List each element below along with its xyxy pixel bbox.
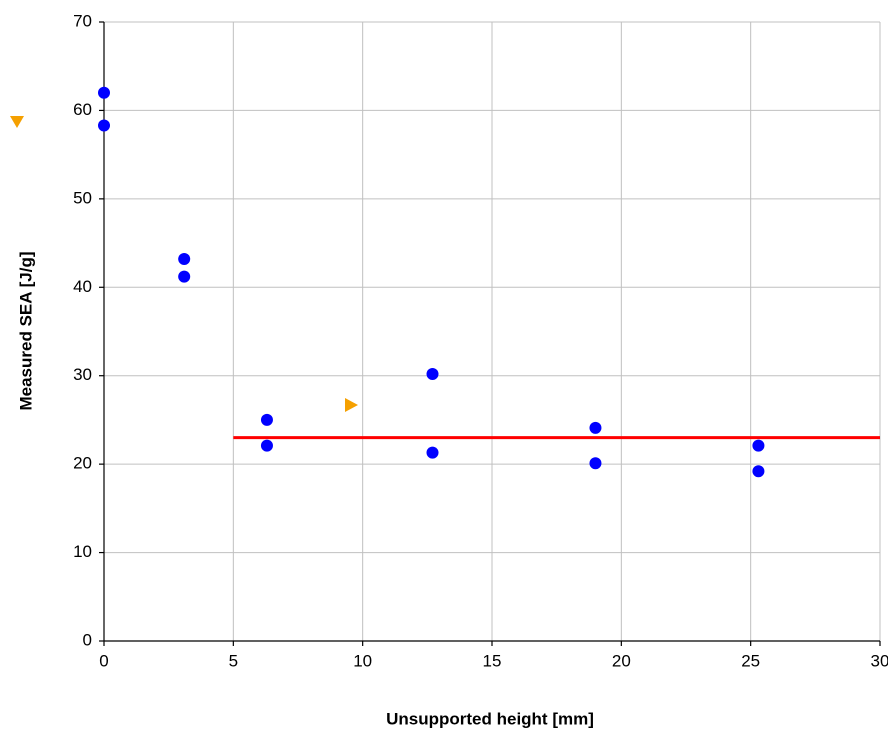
data-point [98,119,110,132]
data-point [178,270,191,283]
marker-icon [10,116,24,128]
y-tick-label: 0 [83,630,92,649]
x-axis-label: Unsupported height [mm] [386,709,594,728]
data-point [752,465,765,478]
y-tick-label: 40 [73,277,92,296]
x-tick-label: 10 [353,651,372,670]
x-tick-label: 0 [99,651,108,670]
y-axis-label: Measured SEA [J/g] [16,251,35,410]
y-tick-label: 50 [73,188,92,207]
x-tick-label: 5 [229,651,238,670]
y-tick-label: 20 [73,454,92,473]
x-tick-label: 20 [612,651,631,670]
data-point [260,413,273,426]
data-point [178,252,191,265]
data-point [589,421,602,434]
data-point [426,367,439,380]
y-tick-label: 30 [73,365,92,384]
data-point [426,446,439,459]
data-point [260,439,273,452]
marker-icon [345,398,358,412]
x-tick-label: 30 [871,651,888,670]
y-tick-label: 10 [73,542,92,561]
x-tick-label: 15 [483,651,502,670]
y-tick-label: 60 [73,100,92,119]
x-tick-label: 25 [741,651,760,670]
y-tick-label: 70 [73,11,92,30]
data-point [589,457,602,470]
data-point [98,86,110,99]
data-point [752,439,765,452]
